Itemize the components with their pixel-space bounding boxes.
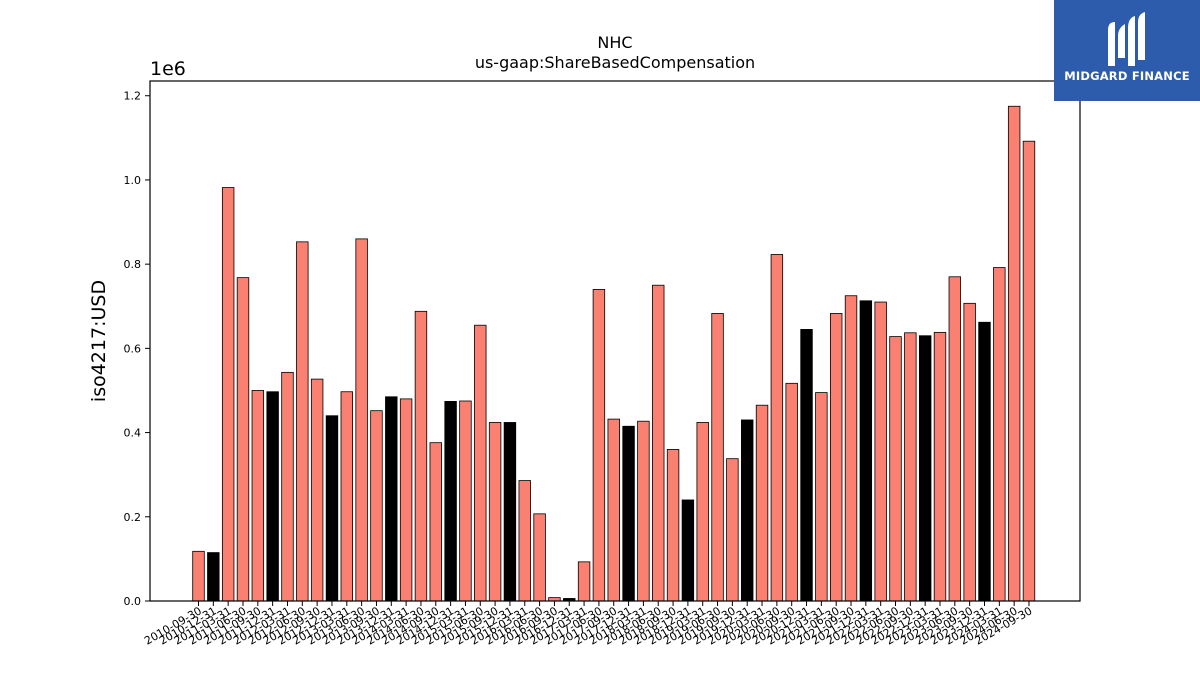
y-tick-label: 0.6 [124, 342, 142, 355]
bar-2016-03-31 [518, 480, 531, 602]
y-tick-label: 0.0 [124, 595, 142, 608]
bar-2024-09-30 [1022, 140, 1036, 602]
y-tick-label: 0.4 [124, 427, 142, 440]
y-tick-label: 1.0 [124, 174, 142, 187]
bar-2012-09-30 [310, 378, 324, 602]
bar-2018-06-30 [652, 284, 665, 602]
bar-2015-06-30 [474, 324, 487, 602]
bar-2013-06-30 [355, 238, 368, 602]
bar-2015-09-30 [488, 422, 502, 602]
bar-2022-12-31 [918, 335, 932, 602]
bar-2013-03-31 [340, 391, 354, 602]
y-axis-label: iso4217:USD [88, 280, 110, 402]
bar-2014-06-30 [414, 310, 428, 602]
midgard-logo-icon [1108, 12, 1145, 66]
bar-2017-12-31 [622, 425, 635, 602]
bar-2012-03-31 [281, 371, 294, 602]
bar-2011-12-31 [266, 391, 279, 602]
bar-2024-03-31 [993, 267, 1006, 602]
bar-2020-12-31 [800, 329, 813, 602]
brand-logo: MIDGARD FINANCE [1054, 0, 1200, 101]
bar-2020-06-30 [770, 254, 784, 602]
bar-2018-03-31 [637, 420, 650, 602]
bar-2022-06-30 [889, 336, 902, 602]
bar-2012-12-31 [325, 415, 339, 602]
bar-2014-12-31 [444, 401, 457, 602]
bar-2022-09-30 [904, 332, 917, 602]
bar-2010-12-31 [207, 552, 220, 602]
bar-2023-09-30 [963, 302, 976, 602]
bar-2020-03-31 [755, 404, 769, 602]
bar-2012-06-30 [296, 241, 309, 602]
bar-2011-03-31 [221, 187, 235, 602]
bar-2010-09-30 [192, 550, 205, 602]
bar-2017-06-30 [592, 289, 606, 602]
bar-2018-12-31 [681, 499, 695, 602]
bar-2019-09-30 [726, 458, 739, 602]
bar-2017-09-30 [607, 418, 620, 602]
chart-title: NHC [597, 33, 632, 52]
bar-series [192, 105, 1036, 602]
bar-2023-12-31 [978, 321, 991, 602]
bar-2021-12-31 [859, 300, 873, 602]
bar-2015-12-31 [503, 422, 517, 602]
bar-2021-06-30 [829, 313, 843, 602]
x-axis-ticks: 2010-09-302010-12-312011-03-312011-06-30… [142, 601, 1034, 648]
bar-2015-03-31 [459, 400, 472, 602]
bar-2018-09-30 [666, 449, 680, 602]
bar-2011-09-30 [251, 390, 265, 602]
y-axis-multiplier: 1e6 [150, 58, 186, 80]
y-axis-ticks: 0.0 0.2 0.4 0.6 0.8 1.0 1.2 [124, 90, 150, 608]
brand-name: MIDGARD FINANCE [1064, 69, 1190, 83]
chart-subtitle: us-gaap:ShareBasedCompensation [475, 53, 755, 72]
bar-2021-03-31 [815, 392, 828, 602]
bar-2019-06-30 [711, 313, 724, 602]
bar-2023-06-30 [948, 276, 962, 602]
bar-2013-09-30 [370, 410, 383, 602]
bar-2013-12-31 [385, 396, 398, 602]
bar-2022-03-31 [874, 301, 887, 602]
y-tick-label: 1.2 [124, 90, 142, 103]
bar-2017-03-31 [577, 561, 591, 602]
bar-2011-06-30 [236, 277, 250, 602]
bar-2020-09-30 [785, 382, 798, 602]
bar-2023-03-31 [933, 331, 947, 602]
y-tick-label: 0.8 [124, 258, 142, 271]
bar-2014-03-31 [399, 398, 413, 602]
bar-2021-09-30 [844, 295, 858, 602]
bar-2024-06-30 [1007, 105, 1021, 602]
y-tick-label: 0.2 [124, 511, 142, 524]
bar-2016-06-30 [533, 513, 546, 602]
bar-2014-09-30 [429, 442, 442, 602]
bar-2019-12-31 [741, 419, 754, 602]
bar-2019-03-31 [696, 422, 709, 602]
plot-frame [149, 80, 1081, 602]
